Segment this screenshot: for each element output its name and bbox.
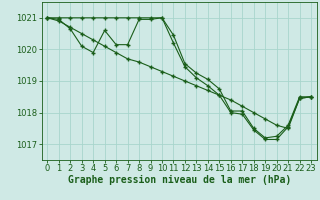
X-axis label: Graphe pression niveau de la mer (hPa): Graphe pression niveau de la mer (hPa)	[68, 175, 291, 185]
